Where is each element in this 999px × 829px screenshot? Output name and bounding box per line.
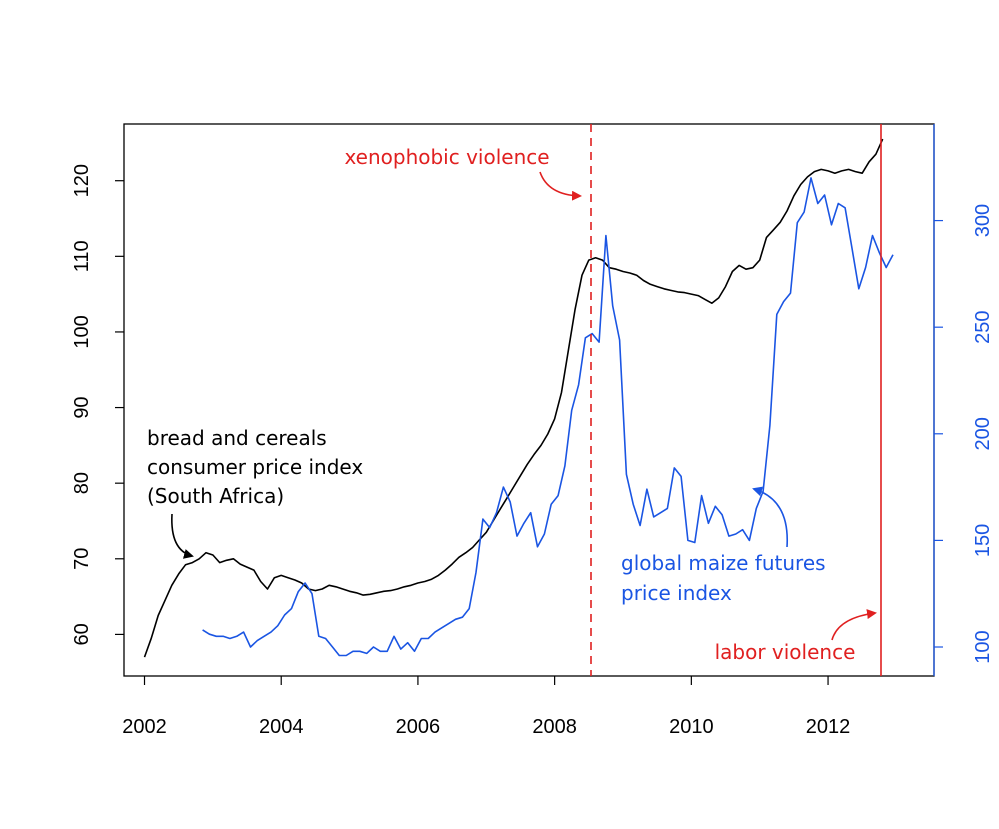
labor-violence-label: labor violence [715, 640, 856, 664]
right-y-tick-label-100: 100 [972, 630, 994, 663]
x-tick-label-2012: 2012 [806, 716, 851, 738]
cpi-series-label-line-3: (South Africa) [147, 484, 284, 508]
labor-violence-arrow [831, 609, 877, 641]
left-y-tick-label-70: 70 [71, 548, 93, 570]
series-layer [143, 138, 894, 658]
xenophobic-violence-arrow [539, 171, 582, 201]
x-tick-label-2004: 2004 [259, 716, 304, 738]
right-y-tick-label-200: 200 [972, 417, 994, 450]
left-y-tick-label-60: 60 [71, 623, 93, 645]
maize-series-line [202, 177, 894, 657]
maize-series-label-arrow [752, 486, 788, 548]
left-y-tick-label-90: 90 [71, 396, 93, 418]
plot-frame [123, 123, 935, 677]
maize-series-label-line-2: price index [621, 581, 732, 605]
x-tick-label-2008: 2008 [532, 716, 577, 738]
left-y-tick-label-100: 100 [71, 315, 93, 348]
cpi-series-label-line-2: consumer price index [147, 455, 363, 479]
left-y-tick-label-110: 110 [71, 240, 93, 272]
right-y-tick-label-250: 250 [972, 311, 994, 344]
left-y-tick-label-80: 80 [71, 472, 93, 494]
cpi-series-label-line-1: bread and cereals [147, 426, 327, 450]
maize-series-label-line-1: global maize futures [621, 551, 826, 575]
x-tick-label-2006: 2006 [396, 716, 441, 738]
cpi-series-line [143, 138, 884, 658]
x-tick-label-2010: 2010 [669, 716, 714, 738]
xenophobic-violence-label: xenophobic violence [344, 145, 549, 169]
x-tick-label-2002: 2002 [122, 716, 167, 738]
left-y-tick-label-120: 120 [71, 164, 93, 197]
tick-layer: 2002 2004 2006 2008 2010 2012 60 70 80 90 100 110 12… [71, 124, 994, 738]
cpi-series-label-arrow [171, 513, 194, 559]
right-y-tick-label-150: 150 [972, 524, 994, 557]
right-y-tick-label-300: 300 [972, 204, 994, 237]
